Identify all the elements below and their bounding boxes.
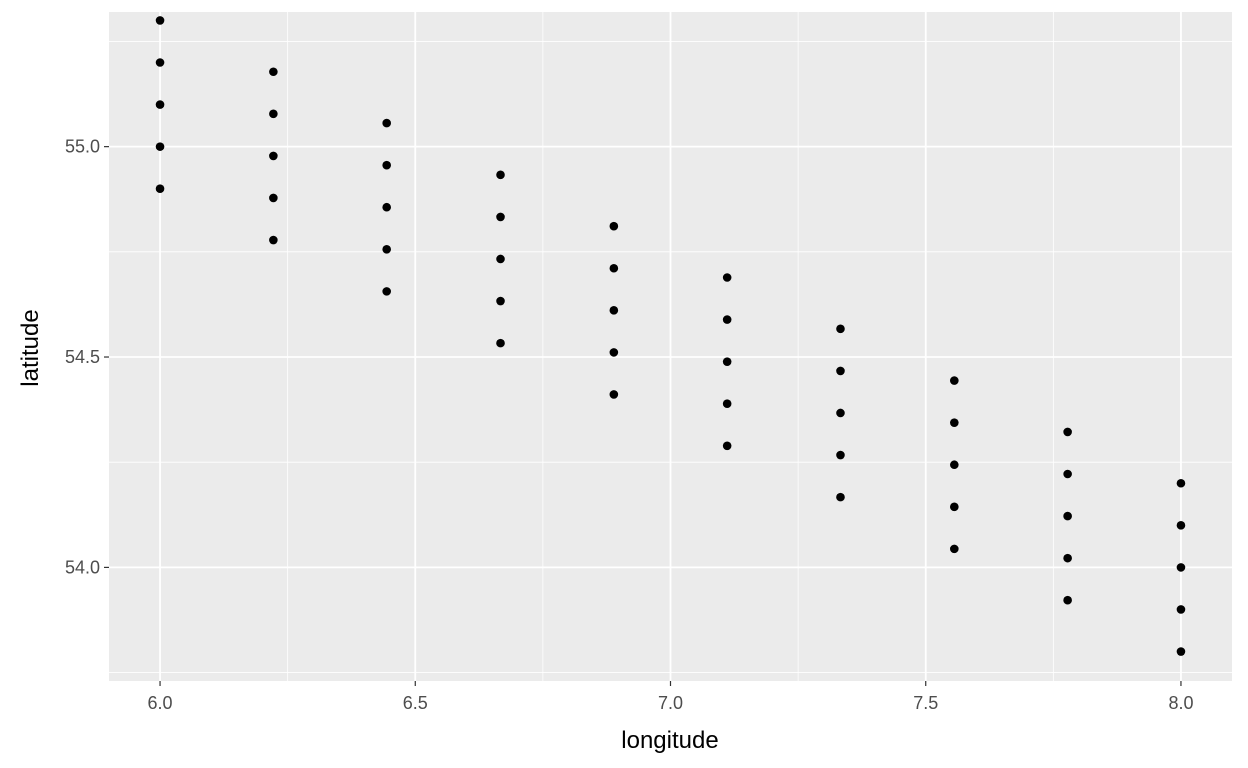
y-tick-label: 54.0 <box>65 557 100 577</box>
data-point <box>609 263 619 273</box>
major-gridlines <box>109 12 1232 681</box>
data-point <box>609 348 619 357</box>
data-point <box>836 492 845 502</box>
data-point <box>836 324 845 334</box>
data-points <box>155 16 1186 656</box>
data-point <box>836 366 845 376</box>
data-point <box>269 109 278 119</box>
data-point <box>382 160 391 170</box>
data-point <box>155 100 165 109</box>
data-point <box>722 399 732 409</box>
data-point <box>155 142 165 151</box>
data-point <box>1063 511 1072 521</box>
data-point <box>1176 647 1186 656</box>
data-point <box>609 221 619 231</box>
data-point <box>269 193 278 203</box>
data-point <box>950 544 959 554</box>
x-tick-label: 8.0 <box>1168 693 1193 713</box>
data-point <box>1176 563 1186 572</box>
data-point <box>1063 595 1072 605</box>
data-point <box>269 67 278 77</box>
data-point <box>382 287 391 296</box>
data-point <box>722 315 732 324</box>
data-point <box>496 170 505 180</box>
data-point <box>155 58 165 67</box>
x-axis: 6.0 6.5 7.0 7.5 8.0 <box>148 681 1193 713</box>
data-point <box>496 212 505 222</box>
data-point <box>609 306 619 315</box>
x-tick-label: 7.0 <box>658 693 683 713</box>
data-point <box>950 460 959 470</box>
data-point <box>950 376 959 385</box>
data-point <box>382 118 391 128</box>
x-tick-label: 7.5 <box>913 693 938 713</box>
data-point <box>609 390 619 399</box>
data-point <box>382 202 391 212</box>
data-point <box>496 338 505 348</box>
x-tick-label: 6.0 <box>148 693 173 713</box>
data-point <box>836 408 845 418</box>
data-point <box>382 245 391 254</box>
data-point <box>1063 553 1072 563</box>
data-point <box>950 418 959 427</box>
data-point <box>269 151 278 161</box>
y-axis: 54.0 54.5 55.0 <box>65 137 109 577</box>
data-point <box>836 450 845 460</box>
data-point <box>1176 521 1186 530</box>
x-axis-title: longitude <box>621 727 718 754</box>
data-point <box>722 273 732 282</box>
data-point <box>155 184 165 194</box>
y-axis-title: latitude <box>17 309 44 386</box>
data-point <box>155 16 165 25</box>
data-point <box>722 441 732 451</box>
data-point <box>496 296 505 306</box>
x-tick-label: 6.5 <box>403 693 428 713</box>
data-point <box>1063 469 1072 479</box>
data-point <box>269 235 278 245</box>
data-point <box>1176 478 1186 488</box>
data-point <box>496 254 505 264</box>
data-point <box>1176 605 1186 614</box>
y-tick-label: 55.0 <box>65 137 100 157</box>
data-point <box>722 357 732 366</box>
data-point <box>1063 427 1072 437</box>
data-point <box>950 502 959 512</box>
y-tick-label: 54.5 <box>65 347 100 367</box>
